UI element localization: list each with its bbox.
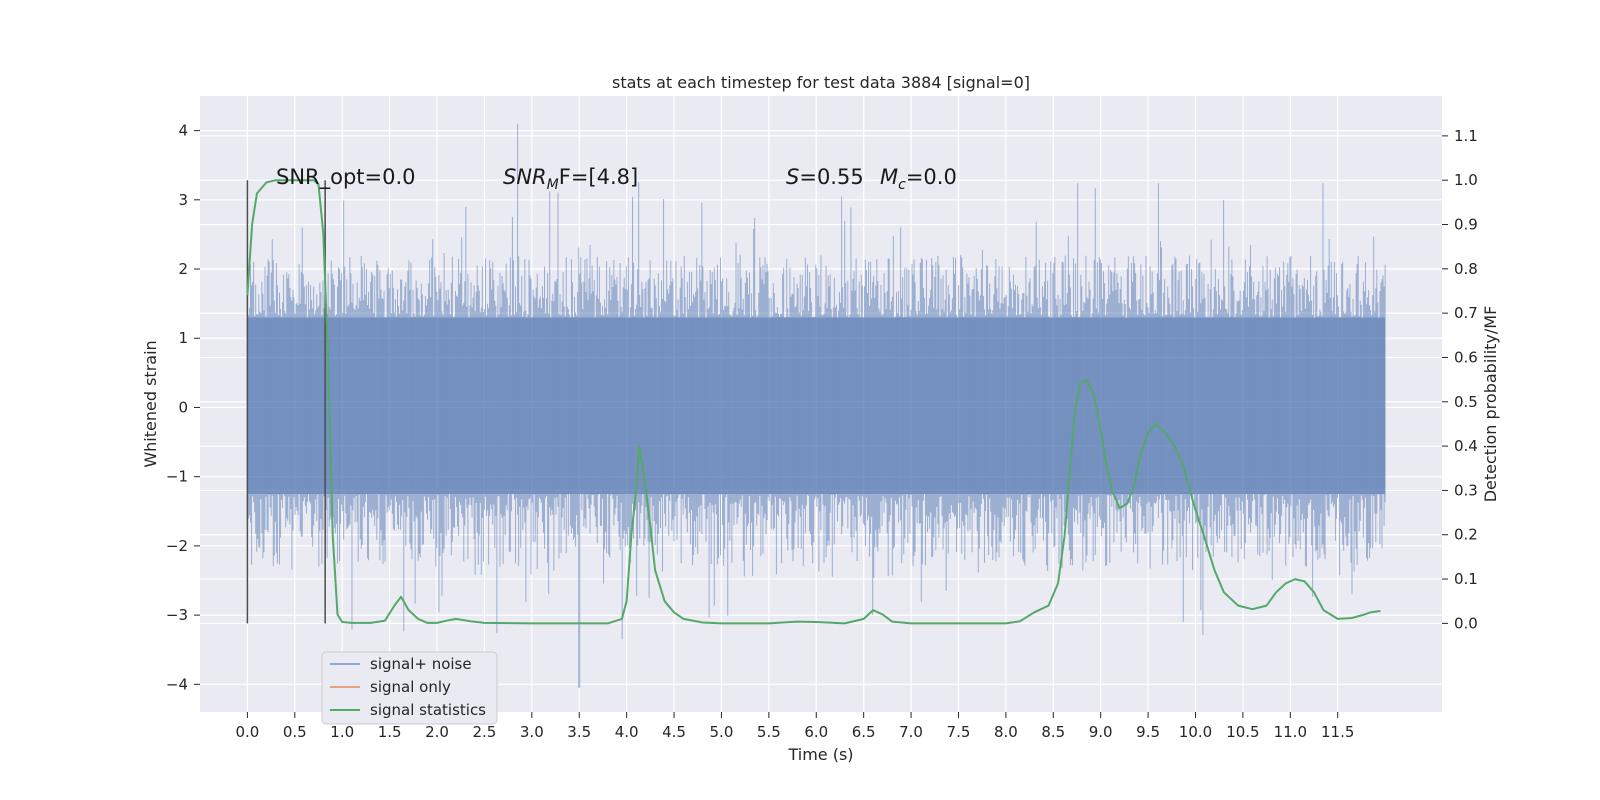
x-tick-label: 11.0: [1274, 723, 1307, 741]
chart-title: stats at each timestep for test data 388…: [612, 73, 1030, 92]
x-tick-label: 0.5: [283, 723, 307, 741]
y-left-tick-label: 3: [178, 191, 188, 209]
x-tick-label: 7.0: [899, 723, 923, 741]
y-right-axis-ticks: 1.1 1.0 0.9 0.8 0.7 0.6 0.5 0.4 0.3 0.2 0.1 0.0: [1442, 127, 1478, 632]
legend-label-signal-only: signal only: [370, 678, 451, 696]
x-tick-label: 2.0: [425, 723, 449, 741]
y-left-tick-label: −1: [166, 468, 188, 486]
x-tick-label: 2.5: [472, 723, 496, 741]
annotation-snr-opt: SNR_opt=0.0: [276, 165, 416, 190]
y-left-tick-label: −3: [166, 606, 188, 624]
y-right-tick-label: 0.3: [1454, 481, 1478, 499]
y-right-tick-label: 1.1: [1454, 127, 1478, 145]
annotation-mc: Mc=0.0: [880, 165, 957, 193]
y-right-tick-label: 0.5: [1454, 393, 1478, 411]
x-tick-label: 0.0: [235, 723, 259, 741]
x-tick-label: 10.5: [1226, 723, 1259, 741]
x-axis-label: Time (s): [787, 745, 853, 764]
x-tick-label: 4.0: [615, 723, 639, 741]
y-right-tick-label: 0.2: [1454, 526, 1478, 544]
legend-box: [321, 651, 498, 725]
y-right-tick-label: 0.6: [1454, 348, 1478, 366]
x-tick-label: 9.0: [1089, 723, 1113, 741]
x-tick-label: 7.5: [947, 723, 971, 741]
y-left-tick-label: 4: [178, 122, 188, 140]
legend-label-signal-noise: signal+ noise: [370, 655, 472, 673]
x-tick-label: 8.5: [1041, 723, 1065, 741]
x-tick-label: 1.0: [330, 723, 354, 741]
y-right-tick-label: 0.4: [1454, 437, 1478, 455]
y-right-tick-label: 0.1: [1454, 570, 1478, 588]
y-right-tick-label: 0.8: [1454, 260, 1478, 278]
window-markers: [246, 180, 326, 624]
x-tick-label: 11.5: [1321, 723, 1354, 741]
annotation-snr-mf: SNRMF=[4.8]: [503, 165, 638, 193]
y-right-tick-label: 0.7: [1454, 304, 1478, 322]
x-tick-label: 6.5: [852, 723, 876, 741]
x-tick-label: 3.5: [567, 723, 591, 741]
y-right-tick-label: 1.0: [1454, 171, 1478, 189]
series-signal-statistics: [246, 179, 1381, 625]
x-tick-label: 3.0: [520, 723, 544, 741]
x-tick-label: 4.5: [662, 723, 686, 741]
y-right-tick-label: 0.0: [1454, 614, 1478, 632]
y-left-tick-label: 1: [178, 329, 188, 347]
y-left-axis-ticks: 4 3 2 1 0 −1 −2 −3 −4: [166, 122, 200, 693]
x-tick-label: 6.0: [804, 723, 828, 741]
x-tick-label: 9.5: [1136, 723, 1160, 741]
x-tick-label: 8.0: [994, 723, 1018, 741]
y-right-tick-label: 0.9: [1454, 216, 1478, 234]
y-left-axis-label: Whitened strain: [141, 340, 160, 467]
y-left-tick-label: −4: [166, 675, 188, 693]
legend-label-signal-statistics: signal statistics: [370, 701, 486, 719]
annotation-s: S=0.55: [786, 165, 864, 189]
x-tick-label: 1.5: [378, 723, 402, 741]
x-tick-label: 5.5: [757, 723, 781, 741]
y-right-axis-label: Detection probability/MF: [1481, 306, 1500, 503]
statistics-line: [246, 179, 1381, 625]
y-left-tick-label: 0: [178, 398, 188, 416]
x-tick-label: 5.0: [710, 723, 734, 741]
y-left-tick-label: 2: [178, 260, 188, 278]
x-axis-ticks: 0.0 0.5 1.0 1.5 2.0 2.5 3.0 3.5 4.0 4.5 5.0 5.5 6.0 6…: [235, 712, 1354, 741]
x-tick-label: 10.0: [1179, 723, 1212, 741]
y-left-tick-label: −2: [166, 537, 188, 555]
series-signal-noise: [246, 123, 1386, 688]
legend: signal+ noise signal only signal statist…: [321, 651, 498, 725]
